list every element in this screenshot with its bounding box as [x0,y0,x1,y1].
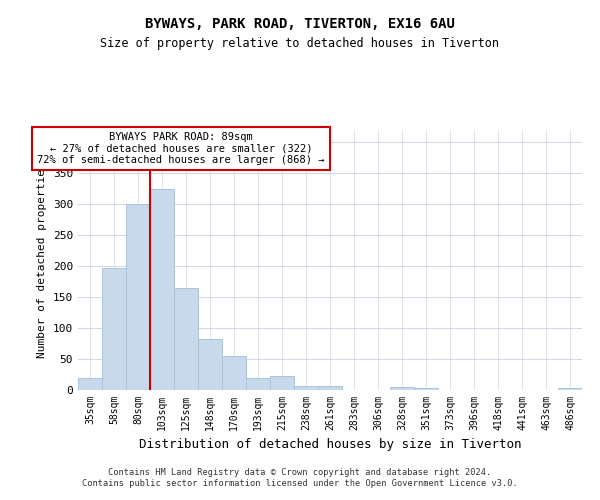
Bar [270,376,294,390]
Bar [126,204,150,390]
Bar [246,378,270,390]
Bar [414,388,438,390]
Text: Contains HM Land Registry data © Crown copyright and database right 2024.
Contai: Contains HM Land Registry data © Crown c… [82,468,518,487]
Bar [78,378,102,390]
Text: BYWAYS PARK ROAD: 89sqm
← 27% of detached houses are smaller (322)
72% of semi-d: BYWAYS PARK ROAD: 89sqm ← 27% of detache… [37,132,325,165]
Bar [222,356,246,390]
Bar [390,387,414,390]
Text: Size of property relative to detached houses in Tiverton: Size of property relative to detached ho… [101,38,499,51]
Y-axis label: Number of detached properties: Number of detached properties [37,162,47,358]
Text: BYWAYS, PARK ROAD, TIVERTON, EX16 6AU: BYWAYS, PARK ROAD, TIVERTON, EX16 6AU [145,18,455,32]
Bar [198,338,222,390]
Bar [150,189,174,390]
Bar [558,388,582,390]
Bar [294,386,318,390]
Bar [102,268,126,390]
X-axis label: Distribution of detached houses by size in Tiverton: Distribution of detached houses by size … [139,438,521,452]
Bar [318,386,342,390]
Bar [174,288,198,390]
